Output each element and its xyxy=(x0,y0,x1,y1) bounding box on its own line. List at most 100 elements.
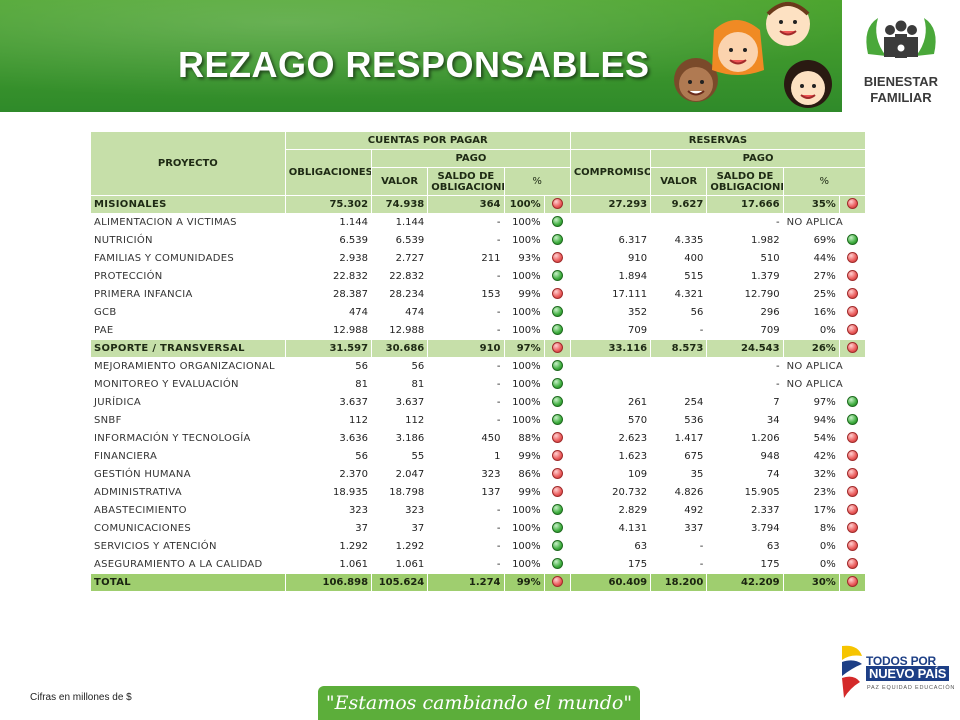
status-green-dot-icon xyxy=(551,323,563,335)
compromiso-cell: 33.116 xyxy=(569,339,652,358)
table-row: ALIMENTACION A VICTIMAS 1.144 1.144-100% - N… xyxy=(90,213,867,232)
gov-line3: PAZ EQUIDAD EDUCACIÓN xyxy=(867,685,956,691)
col-proyecto: PROYECTO xyxy=(90,131,286,196)
saldo-cxp-cell: - xyxy=(427,375,505,394)
pct-cxp-cell: 99% xyxy=(503,285,545,304)
saldo-res-cell: 34 xyxy=(706,411,784,430)
status-red-dot-icon xyxy=(846,521,858,533)
child-face-top xyxy=(766,2,810,46)
pct-res-cell: 69% xyxy=(782,231,840,250)
project-name: MONITOREO Y EVALUACIÓN xyxy=(90,375,286,394)
valor-res-cell xyxy=(650,213,708,232)
valor-res-cell: 18.200 xyxy=(650,573,708,592)
indicator-res-cell xyxy=(838,393,867,412)
compromiso-cell: 2.623 xyxy=(569,429,652,448)
family-hands-icon xyxy=(866,18,936,58)
project-name: FINANCIERA xyxy=(90,447,286,466)
compromiso-cell: 175 xyxy=(569,555,652,574)
indicator-cxp-cell xyxy=(543,501,571,520)
valor-cxp-cell: 55 xyxy=(371,447,429,466)
gov-line2: NUEVO PAÍS xyxy=(866,666,950,681)
valor-cxp-cell: 22.832 xyxy=(371,267,429,286)
col-obligaciones: OBLIGACIONES xyxy=(284,149,373,196)
project-name: SNBF xyxy=(90,411,286,430)
obligaciones-cell: 18.935 xyxy=(284,483,373,502)
status-red-dot-icon xyxy=(846,197,858,209)
pct-cxp-cell: 100% xyxy=(503,375,545,394)
valor-cxp-cell: 1.061 xyxy=(371,555,429,574)
compromiso-cell xyxy=(569,213,652,232)
saldo-res-cell: 175 xyxy=(706,555,784,574)
indicator-cxp-cell xyxy=(543,393,571,412)
rezago-table: PROYECTO CUENTAS POR PAGAR RESERVAS OBLI… xyxy=(90,131,867,592)
status-green-dot-icon xyxy=(551,269,563,281)
table-row: MEJORAMIENTO ORGANIZACIONAL 56 56-100% - NO … xyxy=(90,357,867,376)
indicator-cxp-cell xyxy=(543,375,571,394)
pct-res-cell: 42% xyxy=(782,447,840,466)
obligaciones-cell: 2.938 xyxy=(284,249,373,268)
saldo-res-cell: 15.905 xyxy=(706,483,784,502)
footnote: Cifras en millones de $ xyxy=(30,692,132,703)
saldo-res-cell: - xyxy=(706,357,784,376)
saldo-res-cell: 2.337 xyxy=(706,501,784,520)
compromiso-cell xyxy=(569,375,652,394)
saldo-cxp-cell: 323 xyxy=(427,465,505,484)
indicator-cxp-cell xyxy=(543,483,571,502)
valor-res-cell: 35 xyxy=(650,465,708,484)
indicator-res-cell xyxy=(838,483,867,502)
pct-res-cell: 17% xyxy=(782,501,840,520)
compromiso-cell: 352 xyxy=(569,303,652,322)
valor-cxp-cell: 105.624 xyxy=(371,573,429,592)
valor-cxp-cell: 1.144 xyxy=(371,213,429,232)
pct-res-cell: 27% xyxy=(782,267,840,286)
status-green-dot-icon xyxy=(551,359,563,371)
pct-cxp-cell: 99% xyxy=(503,447,545,466)
valor-res-cell: - xyxy=(650,321,708,340)
table-row: SERVICIOS Y ATENCIÓN 1.292 1.292-100% 63-63… xyxy=(90,537,867,556)
valor-res-cell: 337 xyxy=(650,519,708,538)
saldo-res-cell: 1.982 xyxy=(706,231,784,250)
pct-res-cell: NO APLICA xyxy=(782,375,867,394)
saldo-cxp-cell: 137 xyxy=(427,483,505,502)
valor-cxp-cell: 18.798 xyxy=(371,483,429,502)
pct-cxp-cell: 93% xyxy=(503,249,545,268)
saldo-cxp-cell: - xyxy=(427,357,505,376)
saldo-cxp-cell: - xyxy=(427,555,505,574)
obligaciones-cell: 1.292 xyxy=(284,537,373,556)
table-header: PROYECTO CUENTAS POR PAGAR RESERVAS OBLI… xyxy=(90,131,867,196)
status-red-dot-icon xyxy=(551,485,563,497)
saldo-cxp-cell: - xyxy=(427,213,505,232)
project-name: PAE xyxy=(90,321,286,340)
obligaciones-cell: 6.539 xyxy=(284,231,373,250)
col-compromiso: COMPROMISO xyxy=(569,149,652,196)
valor-res-cell: - xyxy=(650,537,708,556)
status-red-dot-icon xyxy=(846,287,858,299)
indicator-cxp-cell xyxy=(543,555,571,574)
table-row: FAMILIAS Y COMUNIDADES 2.938 2.727 211 93% 91… xyxy=(90,249,867,268)
obligaciones-cell: 2.370 xyxy=(284,465,373,484)
indicator-cxp-cell xyxy=(543,321,571,340)
status-green-dot-icon xyxy=(846,233,858,245)
pct-cxp-cell: 100% xyxy=(503,357,545,376)
status-red-dot-icon xyxy=(551,431,563,443)
logo-line1: BIENESTAR xyxy=(863,74,939,89)
saldo-res-cell: 296 xyxy=(706,303,784,322)
saldo-res-cell: 1.206 xyxy=(706,429,784,448)
obligaciones-cell: 106.898 xyxy=(284,573,373,592)
table-body: MISIONALES 75.302 74.938 364 100% 27.293 9.627… xyxy=(90,195,867,592)
pct-res-cell: 97% xyxy=(782,393,840,412)
saldo-res-cell: 17.666 xyxy=(706,195,784,214)
project-name: NUTRICIÓN xyxy=(90,231,286,250)
group-row: MISIONALES 75.302 74.938 364 100% 27.293 9.627… xyxy=(90,195,867,214)
indicator-cxp-cell xyxy=(543,231,571,250)
pct-res-cell: 23% xyxy=(782,483,840,502)
saldo-cxp-cell: 153 xyxy=(427,285,505,304)
valor-cxp-cell: 2.047 xyxy=(371,465,429,484)
valor-cxp-cell: 12.988 xyxy=(371,321,429,340)
bienestar-logo: BIENESTAR FAMILIAR xyxy=(842,0,960,118)
col-saldo-cxp: SALDO DE OBLIGACIONES xyxy=(427,167,505,196)
pct-cxp-cell: 97% xyxy=(503,339,545,358)
pct-res-cell: 25% xyxy=(782,285,840,304)
table-row: GESTIÓN HUMANA 2.370 2.047 323 86% 109 35 74 32% xyxy=(90,465,867,484)
status-green-dot-icon xyxy=(551,233,563,245)
